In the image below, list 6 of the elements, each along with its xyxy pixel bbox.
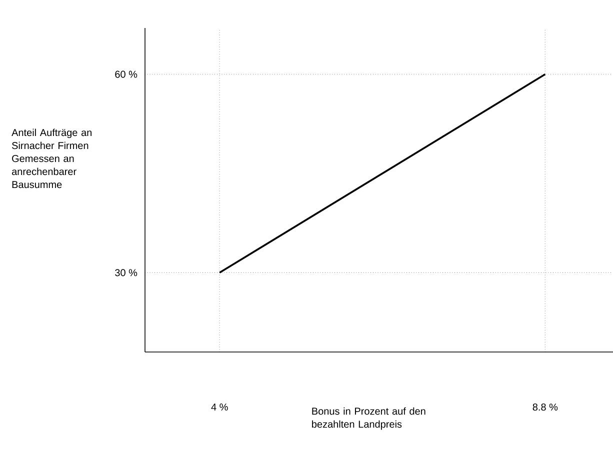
x-tick-label: 8.8 %	[532, 404, 558, 411]
x-axis-title: Bonus in Prozent auf den bezahlten Landpreis	[312, 407, 426, 430]
x-tick-label: 4 %	[211, 404, 228, 411]
y-tick-label: 60 %	[115, 70, 138, 78]
y-tick-label: 30 %	[115, 269, 138, 276]
y-axis-title: Anteil Aufträge an Sirnacher Firmen Gemessen an anrechenbarer Bausumme	[12, 128, 92, 188]
